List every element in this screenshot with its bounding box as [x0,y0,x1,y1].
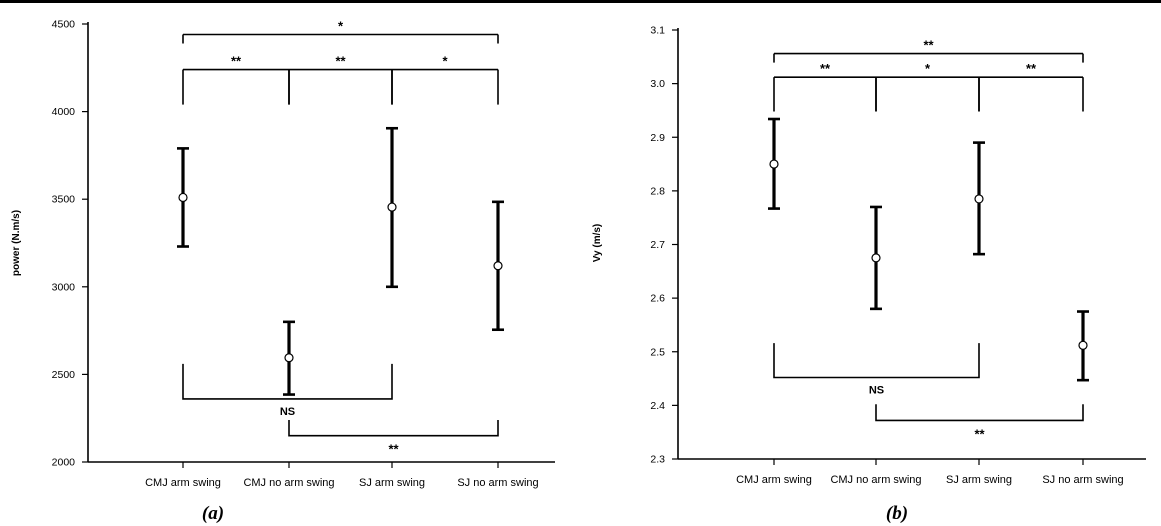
y-tick-label: 2000 [52,457,76,469]
significance-brackets-bottom: NS ** [182,363,499,457]
mean-point [769,159,779,169]
chart-panel-b: Vy (m/s) 2.32.42.52.62.72.82.93.03.1 ***… [592,25,1146,524]
significance-label: ** [1026,61,1037,76]
y-tick-label: 4500 [52,19,76,31]
significance-label: ** [231,54,242,69]
panel-label: (a) [202,503,224,524]
mean-point [284,353,294,363]
y-tick-label: 3.1 [650,25,665,37]
significance-label: ** [974,426,985,441]
significance-label: * [442,54,448,69]
significance-label: * [925,61,931,76]
y-tick-label: 2500 [52,369,76,381]
significance-bracket [288,419,499,437]
x-tick-label: CMJ no arm swing [243,477,334,489]
x-tick-label: SJ no arm swing [457,477,538,489]
y-tick-label: 2.8 [650,185,665,197]
significance-label: NS [280,406,295,418]
significance-label: * [338,19,344,34]
significance-brackets-bottom: NS ** [773,343,1084,441]
significance-brackets-top: **** * ** [773,38,1084,112]
mean-point [974,194,984,204]
mean-point [1078,340,1088,350]
x-tick-label: SJ arm swing [946,474,1012,486]
y-tick-label: 3000 [52,281,76,293]
mean-point [178,192,188,203]
y-tick-label: 4000 [52,106,76,118]
y-tick-label: 2.9 [650,132,665,144]
significance-bracket [182,363,393,400]
x-tick-label: CMJ no arm swing [830,474,921,486]
x-tick-labels: CMJ arm swing CMJ no arm swing SJ arm swin… [736,474,1124,486]
significance-label: ** [923,38,934,53]
mean-point [871,253,881,263]
x-tick-labels: CMJ arm swing CMJ no arm swing SJ arm swin… [145,477,539,489]
significance-label: ** [388,442,399,457]
significance-label: ** [820,61,831,76]
y-tick-label: 2.6 [650,293,665,305]
y-tick-label: 3500 [52,194,76,206]
significance-label: NS [869,384,884,396]
error-bars [177,126,504,396]
significance-brackets-top: *** ** * [182,19,499,105]
mean-point [387,202,397,212]
chart-panel-a: power (N.m/s) 2000 2500 3000 3500 4000 4500 *… [11,19,555,524]
axes: 2000 2500 3000 3500 4000 4500 [52,19,555,469]
panel-label: (b) [886,503,908,524]
y-axis-label: Vy (m/s) [592,224,603,263]
y-tick-label: 2.7 [650,239,665,251]
x-tick-label: CMJ arm swing [736,474,812,486]
x-tick-label: CMJ arm swing [145,477,221,489]
x-tick-label: SJ no arm swing [1042,474,1123,486]
significance-label: ** [335,54,346,69]
y-tick-label: 2.5 [650,346,665,358]
y-tick-label: 2.3 [650,454,665,466]
significance-bracket [875,404,1084,422]
x-tick-label: SJ arm swing [359,477,425,489]
mean-point [493,261,503,271]
significance-bracket [773,343,980,379]
y-tick-label: 2.4 [650,400,665,412]
y-axis-label: power (N.m/s) [11,210,22,276]
axes: 2.3 2.4 2.5 2.6 2.7 2.8 2.9 3.0 3.1 [650,25,1146,466]
y-tick-label: 3.0 [650,78,665,90]
error-bars [768,117,1089,382]
